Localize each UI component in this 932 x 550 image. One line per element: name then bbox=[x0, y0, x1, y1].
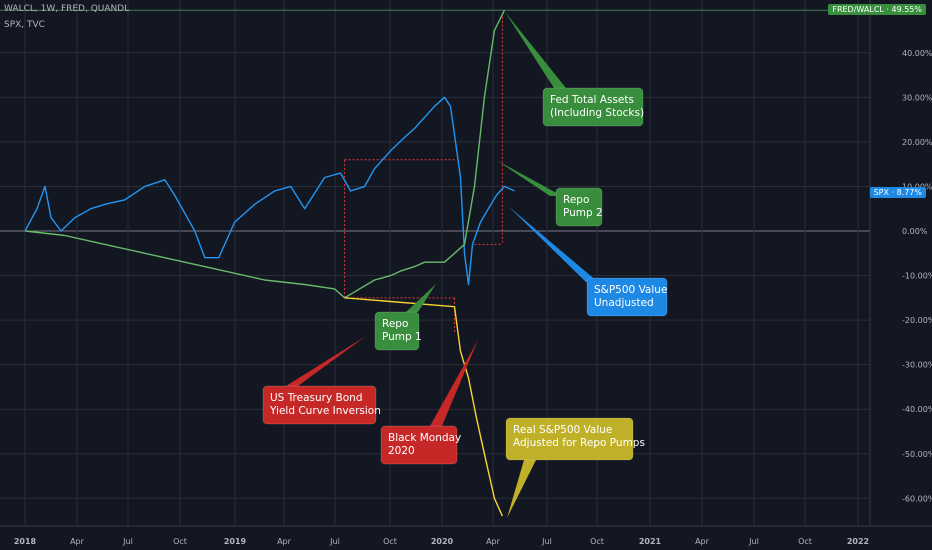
y-tick-label: -30.00% bbox=[902, 361, 932, 370]
x-tick-label: Jul bbox=[541, 537, 552, 546]
x-tick-label: Apr bbox=[695, 537, 710, 546]
x-tick-label: 2018 bbox=[14, 537, 37, 546]
x-tick-label: 2019 bbox=[224, 537, 247, 546]
callout-box bbox=[262, 385, 377, 425]
callout-text: S&P500 Value bbox=[594, 284, 667, 296]
x-axis: 2018 Apr Jul Oct 2019 Apr Jul Oct 2020 Apr Jul Oct 2… bbox=[0, 525, 932, 546]
x-tick-label: Oct bbox=[798, 537, 812, 546]
callout-text: Repo bbox=[382, 318, 408, 330]
chart-header-subtitle: SPX, TVC bbox=[4, 20, 45, 30]
callout-box bbox=[586, 277, 668, 317]
callout-text: Real S&P500 Value bbox=[513, 424, 612, 436]
x-tick-label: Oct bbox=[383, 537, 397, 546]
series-line-spx bbox=[24, 96, 515, 286]
chart-header-title: WALCL, 1W, FRED, QUANDL bbox=[4, 4, 130, 14]
callout-pointer bbox=[286, 336, 366, 386]
callout-text: Black Monday bbox=[388, 432, 461, 444]
callout-pointer bbox=[496, 160, 562, 196]
callout-text: Pump 2 bbox=[563, 207, 603, 219]
callout-text: Pump 1 bbox=[382, 331, 422, 343]
y-tick-label: 30.00% bbox=[902, 93, 932, 102]
callout-text: Yield Curve Inversion bbox=[269, 405, 381, 417]
callout-text: US Treasury Bond bbox=[270, 392, 362, 404]
callout-pointer bbox=[406, 284, 436, 312]
y-tick-label: -10.00% bbox=[902, 272, 932, 281]
x-tick-label: Jul bbox=[748, 537, 759, 546]
x-tick-label: 2021 bbox=[639, 537, 662, 546]
callout-text: Repo bbox=[563, 194, 589, 206]
callout-text: 2020 bbox=[388, 445, 415, 457]
callouts: Fed Total Assets(Including Stocks)RepoPu… bbox=[262, 12, 668, 518]
callout-pointer bbox=[507, 460, 536, 518]
y-tick-label: 40.00% bbox=[902, 49, 932, 58]
series-line-fredwalcl bbox=[24, 9, 506, 299]
fred-badge: FRED/WALCL · 49.55% bbox=[828, 4, 926, 15]
callout-box bbox=[555, 187, 603, 227]
callout-text: Adjusted for Repo Pumps bbox=[513, 437, 645, 449]
x-tick-label: 2020 bbox=[431, 537, 454, 546]
x-tick-label: Apr bbox=[277, 537, 292, 546]
x-tick-label: Oct bbox=[173, 537, 187, 546]
y-tick-label: -60.00% bbox=[902, 494, 932, 503]
series-line-adjusted bbox=[344, 297, 504, 517]
callout: Fed Total Assets(Including Stocks) bbox=[505, 12, 644, 127]
callout-text: Unadjusted bbox=[594, 297, 654, 309]
callout-pointer bbox=[505, 12, 566, 88]
x-tick-label: Oct bbox=[590, 537, 604, 546]
x-tick-label: Jul bbox=[329, 537, 340, 546]
x-tick-label: Jul bbox=[122, 537, 133, 546]
y-tick-label: -50.00% bbox=[902, 450, 932, 459]
y-tick-label: -20.00% bbox=[902, 316, 932, 325]
callout-pointer bbox=[430, 340, 478, 426]
y-axis: 40.00% 30.00% 20.00% 10.00% 0.00% -10.00% -20.… bbox=[869, 0, 932, 526]
callout-box bbox=[542, 87, 644, 127]
dotted-markers bbox=[344, 12, 503, 334]
y-tick-label: 20.00% bbox=[902, 138, 932, 147]
callout-box bbox=[505, 417, 634, 461]
x-tick-label: Apr bbox=[70, 537, 85, 546]
y-tick-label: 0.00% bbox=[902, 227, 928, 236]
callout-text: Fed Total Assets bbox=[550, 94, 634, 106]
x-tick-label: Apr bbox=[486, 537, 501, 546]
callout-pointer bbox=[508, 206, 598, 282]
callout-box bbox=[374, 311, 420, 351]
x-tick-label: 2022 bbox=[847, 537, 869, 546]
y-tick-label: -40.00% bbox=[902, 405, 932, 414]
series-group bbox=[24, 9, 515, 517]
callout-box bbox=[380, 425, 458, 465]
y-tick-label: 10.00% bbox=[902, 182, 932, 191]
spx-badge: SPX · 8.77% bbox=[869, 187, 926, 198]
callout-text: (Including Stocks) bbox=[550, 107, 644, 119]
